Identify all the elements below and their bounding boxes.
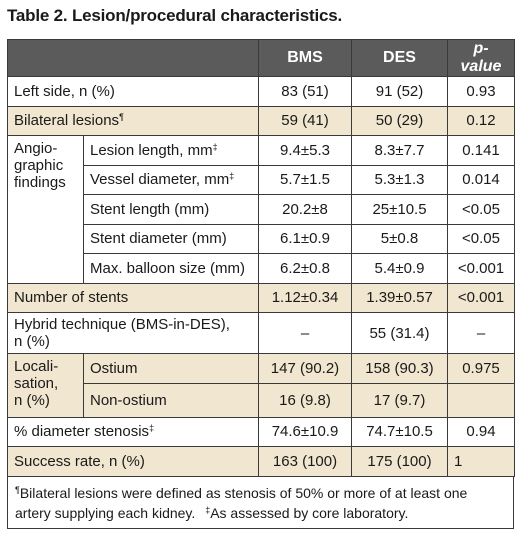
cell-pvalue: – bbox=[447, 312, 515, 354]
cell-pvalue: 0.975 bbox=[447, 353, 515, 384]
row-label: Success rate, n (%) bbox=[7, 446, 259, 477]
table-row-non-ostium: Non-ostium 16 (9.8) 17 (9.7) bbox=[8, 382, 515, 418]
cell-des: 91 (52) bbox=[351, 76, 448, 107]
table-row-bilateral: Bilateral lesions¶ 59 (41) 50 (29) 0.12 bbox=[7, 105, 515, 136]
group-label-angiographic: Angio-graphic findings bbox=[7, 135, 84, 284]
table-row-vessel-diameter: Vessel diameter, mm‡ 5.7±1.5 5.3±1.3 0.0… bbox=[8, 164, 515, 195]
table-row-num-stents: Number of stents 1.12±0.34 1.39±0.57 <0.… bbox=[7, 282, 515, 313]
cell-des: 5.4±0.9 bbox=[351, 253, 448, 284]
cell-pvalue: 0.93 bbox=[447, 76, 515, 107]
cell-des: 74.7±10.5 bbox=[351, 416, 448, 447]
cell-des: 55 (31.4) bbox=[351, 312, 448, 354]
cell-bms: 74.6±10.9 bbox=[258, 416, 352, 447]
cell-des: 5±0.8 bbox=[351, 223, 448, 254]
cell-bms: 163 (100) bbox=[258, 446, 352, 477]
footnote-mark: ¶ bbox=[15, 484, 20, 495]
row-label: Bilateral lesions¶ bbox=[7, 105, 259, 136]
row-label: Ostium bbox=[83, 353, 259, 384]
cell-bms: 1.12±0.34 bbox=[258, 282, 352, 313]
table-title: Table 2. Lesion/procedural characteristi… bbox=[7, 6, 342, 25]
row-label: Stent length (mm) bbox=[83, 194, 259, 225]
header-row: BMS DES p-value bbox=[7, 39, 515, 77]
table-container: BMS DES p-value Left side, n (%) 83 (51)… bbox=[7, 39, 515, 529]
cell-pvalue: <0.001 bbox=[447, 282, 515, 313]
footnote-mark: ‡ bbox=[212, 141, 218, 152]
row-label: Lesion length, mm‡ bbox=[83, 135, 259, 166]
cell-pvalue: <0.05 bbox=[447, 223, 515, 254]
cell-des: 17 (9.7) bbox=[351, 382, 448, 418]
table-row-stent-diameter: Stent diameter (mm) 6.1±0.9 5±0.8 <0.05 bbox=[8, 223, 515, 254]
table-row-left-side: Left side, n (%) 83 (51) 91 (52) 0.93 bbox=[7, 76, 515, 107]
row-label: % diameter stenosis‡ bbox=[7, 416, 259, 447]
row-label: Left side, n (%) bbox=[7, 76, 259, 107]
header-bms: BMS bbox=[258, 39, 352, 77]
cell-bms: 147 (90.2) bbox=[258, 353, 352, 384]
cell-bms: 6.1±0.9 bbox=[258, 223, 352, 254]
cell-pvalue: <0.05 bbox=[447, 194, 515, 225]
cell-des: 8.3±7.7 bbox=[351, 135, 448, 166]
table-row-hybrid: Hybrid technique (BMS-in-DES), n (%) – 55… bbox=[7, 312, 515, 354]
footnote-mark: ‡ bbox=[205, 504, 211, 515]
row-label: Stent diameter (mm) bbox=[83, 223, 259, 254]
table-row-stenosis: % diameter stenosis‡ 74.6±10.9 74.7±10.5… bbox=[7, 416, 515, 447]
row-label: Hybrid technique (BMS-in-DES), n (%) bbox=[7, 312, 259, 354]
cell-pvalue: 0.94 bbox=[447, 416, 515, 447]
table-row-lesion-length: Angio-graphic findings Lesion length, mm‡… bbox=[7, 135, 515, 284]
group-label-localisation: Locali-sation, n (%) bbox=[7, 353, 84, 418]
table-row-success: Success rate, n (%) 163 (100) 175 (100) … bbox=[7, 446, 515, 477]
header-pvalue: p-value bbox=[447, 39, 515, 77]
cell-des: 25±10.5 bbox=[351, 194, 448, 225]
cell-bms: – bbox=[258, 312, 352, 354]
cell-des: 158 (90.3) bbox=[351, 353, 448, 384]
cell-bms: 6.2±0.8 bbox=[258, 253, 352, 284]
table-row-ostium: Locali-sation, n (%) Ostium 147 (90.2) 15… bbox=[7, 353, 515, 418]
table-row-balloon-size: Max. balloon size (mm) 6.2±0.8 5.4±0.9 <… bbox=[8, 253, 515, 284]
footnote-text-1: Bilateral lesions were defined as stenos… bbox=[15, 484, 468, 521]
cell-des: 175 (100) bbox=[351, 446, 448, 477]
footnote-text-2: As assessed by core laboratory. bbox=[210, 504, 409, 521]
row-label: Max. balloon size (mm) bbox=[83, 253, 259, 284]
header-des: DES bbox=[351, 39, 448, 77]
cell-bms: 59 (41) bbox=[258, 105, 352, 136]
cell-bms: 9.4±5.3 bbox=[258, 135, 352, 166]
cell-bms: 83 (51) bbox=[258, 76, 352, 107]
footnote-mark: ‡ bbox=[149, 423, 155, 434]
cell-des: 1.39±0.57 bbox=[351, 282, 448, 313]
cell-des: 50 (29) bbox=[351, 105, 448, 136]
cell-pvalue: <0.001 bbox=[447, 253, 515, 284]
footnote-mark: ¶ bbox=[119, 112, 124, 123]
header-blank bbox=[7, 39, 259, 77]
cell-bms: 5.7±1.5 bbox=[258, 164, 352, 195]
cell-pvalue: 0.141 bbox=[447, 135, 515, 166]
cell-pvalue: 0.014 bbox=[447, 164, 515, 195]
footnote-mark: ‡ bbox=[229, 171, 235, 182]
cell-pvalue: 1 bbox=[447, 446, 515, 477]
cell-pvalue: 0.12 bbox=[447, 105, 515, 136]
row-label: Number of stents bbox=[7, 282, 259, 313]
table-row-stent-length: Stent length (mm) 20.2±8 25±10.5 <0.05 bbox=[8, 194, 515, 225]
row-label: Vessel diameter, mm‡ bbox=[83, 164, 259, 195]
cell-pvalue bbox=[447, 382, 515, 418]
lesion-table: BMS DES p-value Left side, n (%) 83 (51)… bbox=[7, 39, 515, 477]
cell-bms: 20.2±8 bbox=[258, 194, 352, 225]
cell-des: 5.3±1.3 bbox=[351, 164, 448, 195]
row-label: Non-ostium bbox=[83, 382, 259, 418]
table-footnote: ¶Bilateral lesions were defined as steno… bbox=[7, 476, 514, 529]
cell-bms: 16 (9.8) bbox=[258, 382, 352, 418]
